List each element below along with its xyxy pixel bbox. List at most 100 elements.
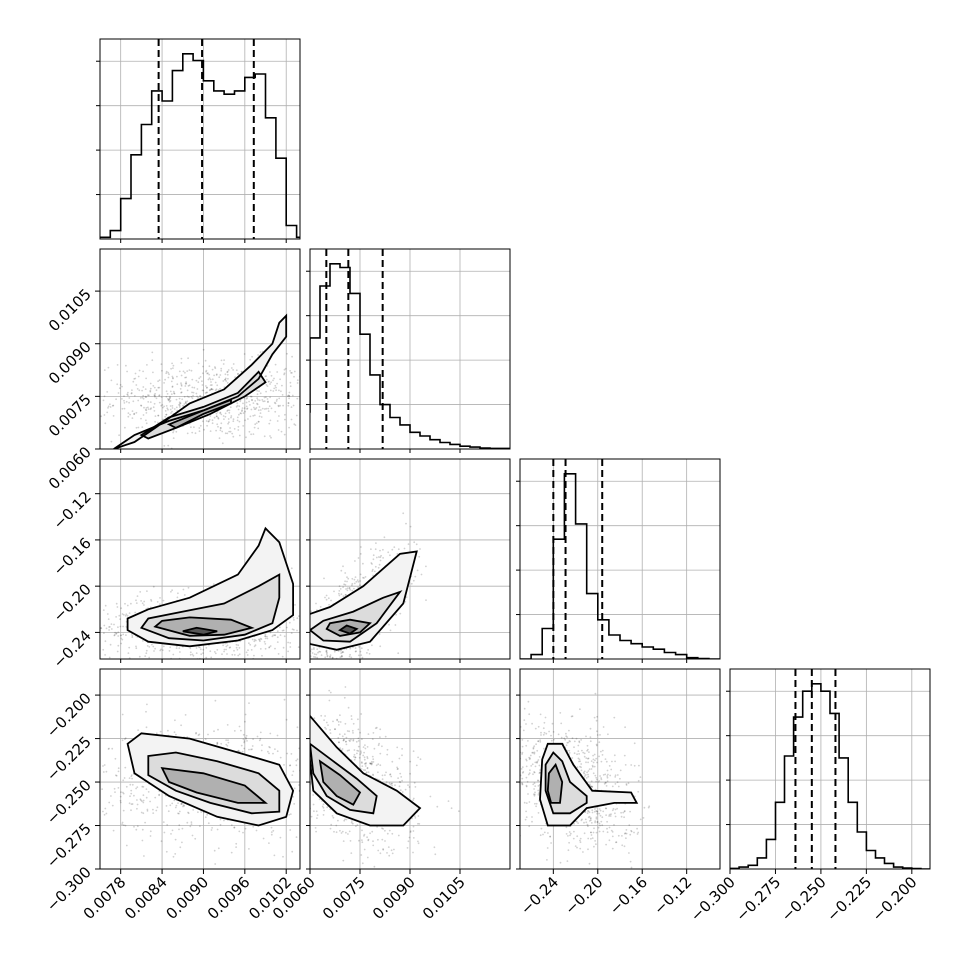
sample-point bbox=[272, 379, 274, 382]
y-tick-label: 0.0060 bbox=[45, 443, 95, 493]
sample-point bbox=[331, 656, 334, 659]
sample-point bbox=[296, 382, 299, 384]
sample-point bbox=[316, 648, 319, 651]
sample-point bbox=[276, 734, 279, 737]
sample-point bbox=[197, 811, 199, 814]
sample-point bbox=[140, 417, 142, 420]
sample-point bbox=[204, 738, 207, 740]
sample-point bbox=[112, 404, 115, 407]
sample-point bbox=[294, 424, 297, 426]
sample-point bbox=[147, 401, 150, 403]
sample-point bbox=[181, 398, 184, 401]
sample-point bbox=[361, 839, 363, 841]
sample-point bbox=[152, 645, 155, 648]
contour-line bbox=[126, 526, 295, 648]
sample-point bbox=[244, 410, 247, 413]
sample-point bbox=[329, 732, 332, 734]
sample-point bbox=[237, 408, 240, 411]
sample-point bbox=[348, 739, 351, 742]
sample-point bbox=[531, 763, 534, 766]
sample-point bbox=[585, 735, 587, 738]
sample-point bbox=[226, 410, 229, 412]
sample-point bbox=[184, 382, 187, 385]
sample-point bbox=[266, 385, 269, 387]
sample-point bbox=[145, 422, 148, 425]
sample-point bbox=[159, 663, 161, 665]
sample-point bbox=[370, 762, 372, 765]
sample-point bbox=[274, 363, 277, 366]
sample-point bbox=[360, 768, 363, 770]
sample-point bbox=[279, 634, 282, 636]
sample-point bbox=[417, 840, 419, 843]
contour-line bbox=[310, 590, 403, 643]
sample-point bbox=[295, 764, 298, 767]
sample-point bbox=[149, 387, 152, 390]
sample-point bbox=[116, 606, 119, 608]
sample-point bbox=[92, 407, 94, 409]
y-tick-label: −0.12 bbox=[50, 488, 95, 533]
sample-point bbox=[168, 398, 171, 401]
sample-point bbox=[539, 739, 541, 742]
sample-point bbox=[337, 819, 339, 822]
sample-point bbox=[130, 809, 132, 812]
sample-point bbox=[127, 415, 130, 418]
sample-point bbox=[294, 809, 296, 811]
sample-point bbox=[210, 656, 213, 659]
sample-point bbox=[267, 380, 270, 383]
sample-point bbox=[256, 389, 258, 392]
sample-point bbox=[596, 821, 599, 823]
sample-point bbox=[131, 777, 134, 780]
sample-point bbox=[363, 758, 366, 761]
sample-point bbox=[229, 406, 232, 409]
sample-point bbox=[582, 851, 584, 853]
sample-point bbox=[251, 748, 253, 751]
sample-point bbox=[142, 794, 145, 797]
sample-point bbox=[525, 802, 528, 804]
sample-point bbox=[144, 408, 147, 411]
sample-point bbox=[274, 634, 276, 637]
sample-point bbox=[182, 804, 185, 806]
sample-point bbox=[117, 770, 120, 773]
sample-point bbox=[283, 661, 285, 663]
sample-point bbox=[377, 566, 380, 569]
sample-point bbox=[273, 377, 275, 380]
sample-point bbox=[259, 409, 262, 411]
sample-point bbox=[289, 370, 291, 372]
sample-point bbox=[244, 827, 247, 830]
sample-point bbox=[391, 782, 393, 785]
sample-point bbox=[534, 802, 536, 805]
sample-point bbox=[327, 724, 329, 726]
sample-point bbox=[205, 420, 208, 422]
sample-point bbox=[306, 407, 308, 409]
sample-point bbox=[267, 750, 269, 753]
sample-point bbox=[629, 833, 632, 836]
sample-point bbox=[124, 824, 127, 827]
sample-point bbox=[308, 792, 310, 794]
sample-point bbox=[313, 647, 315, 649]
sample-point bbox=[578, 760, 580, 763]
sample-point bbox=[290, 741, 292, 743]
sample-point bbox=[344, 686, 347, 688]
sample-point bbox=[505, 725, 507, 727]
sample-point bbox=[585, 821, 588, 824]
sample-point bbox=[111, 404, 114, 407]
sample-point bbox=[385, 771, 387, 774]
sample-point bbox=[211, 378, 214, 381]
sample-point bbox=[133, 413, 136, 416]
sample-point bbox=[304, 644, 306, 646]
sample-point bbox=[246, 740, 248, 742]
sample-point bbox=[371, 644, 373, 647]
sample-point bbox=[416, 569, 419, 572]
sample-point bbox=[384, 735, 387, 738]
sample-point bbox=[323, 809, 325, 812]
sample-point bbox=[345, 666, 347, 668]
sample-point bbox=[339, 669, 341, 671]
sample-point bbox=[276, 371, 279, 373]
sample-point bbox=[353, 749, 356, 751]
sample-point bbox=[210, 829, 213, 831]
sample-point bbox=[370, 763, 373, 766]
sample-point bbox=[357, 728, 360, 731]
sample-point bbox=[241, 407, 244, 409]
sample-point bbox=[568, 729, 570, 732]
sample-point bbox=[622, 811, 625, 814]
